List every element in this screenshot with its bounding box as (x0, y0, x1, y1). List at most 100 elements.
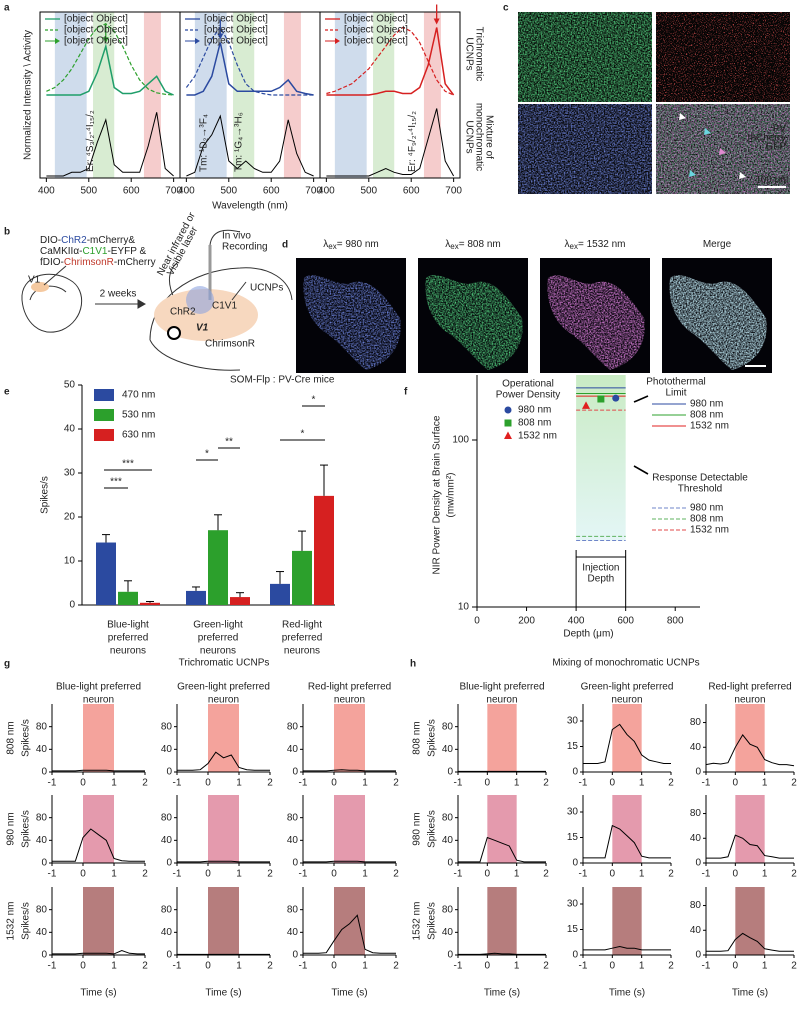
x-tick-label: 2 (393, 961, 399, 972)
panel-title: Mixing of monochromatic UCNPs (552, 658, 699, 669)
x-tick-label: 2 (668, 778, 674, 789)
psth-curve (303, 860, 396, 863)
mixture-spectrum (186, 114, 314, 177)
legend-label: 808 nm (690, 410, 723, 421)
syringe (43, 265, 67, 286)
stimulus-window (487, 795, 517, 863)
x-tick-label: 0 (610, 778, 616, 789)
y-tick-label: 80 (161, 721, 173, 732)
y-tick-label: 40 (161, 927, 173, 938)
plot-frame (319, 11, 461, 179)
x-tick-label: 1 (762, 961, 768, 972)
y-tick-label: 80 (690, 900, 702, 911)
bar (118, 591, 138, 605)
y-tick-label: 0 (166, 858, 172, 869)
legend-label: [object Object] (344, 36, 408, 47)
stimulus-window (208, 795, 239, 863)
y-tick-label: 0 (41, 858, 47, 869)
x-tick-label: 2 (668, 869, 674, 880)
psth-curve (583, 824, 671, 859)
x-tick-label: 1 (639, 778, 645, 789)
legend-label: [object Object] (64, 25, 128, 36)
x-tick-label: -1 (579, 869, 588, 880)
mixture-spectrum (326, 108, 455, 177)
legend-label: 980 nm (690, 503, 723, 514)
image-signal (669, 275, 767, 370)
slice-label: V1 (28, 275, 41, 286)
y-tick-label: 0 (695, 858, 701, 869)
band (143, 12, 161, 178)
significance-label: * (301, 429, 305, 440)
y-tick-label: 80 (36, 904, 48, 915)
micrograph-signal (518, 104, 652, 194)
x-tick-label: -1 (173, 869, 182, 880)
panel-label: a (4, 3, 10, 14)
stimulus-window (612, 887, 642, 955)
eye (167, 326, 181, 340)
legend-label: [object Object] (64, 36, 128, 47)
stimulus-window (208, 887, 239, 955)
arrowhead (719, 148, 726, 155)
y-tick-label: 40 (287, 835, 299, 846)
x-axis-label: Time (s) (331, 988, 367, 999)
bar (186, 590, 206, 605)
y-tick-label: 40 (36, 744, 48, 755)
panel-label: d (282, 240, 288, 251)
legend-title: Operational (502, 379, 554, 390)
psth-curve (705, 734, 795, 767)
legend-marker (504, 431, 512, 439)
psth-curve (52, 769, 145, 772)
micrograph-signal (518, 12, 652, 102)
psth-curve (303, 769, 396, 772)
x-tick-label: -1 (48, 869, 57, 880)
category-label: preferred (282, 633, 323, 644)
legend-swatch (94, 389, 114, 401)
channel-label: PV (773, 124, 787, 135)
x-tick-label: 0 (80, 869, 86, 880)
stimulus-window (487, 887, 517, 955)
x-tick-label: 0 (733, 778, 739, 789)
x-tick-label: 1 (111, 869, 117, 880)
scale-label: 100 μm (755, 175, 789, 186)
image-label: Merge (703, 239, 732, 250)
significance-label: ** (225, 437, 233, 448)
schematic-art (21, 229, 293, 371)
legend-label: [object Object] (344, 14, 408, 25)
category-label: Blue-light (107, 620, 149, 631)
x-tick-label: 1 (362, 961, 368, 972)
x-tick-label: 2 (142, 778, 148, 789)
action-spectrum (185, 26, 314, 96)
x-tick-label: 400 (318, 186, 335, 197)
legend-label: 808 nm (690, 514, 723, 525)
x-tick-label: -1 (299, 961, 308, 972)
x-tick-label: 400 (38, 186, 55, 197)
y-tick-label: 80 (161, 812, 173, 823)
category-label: preferred (108, 633, 149, 644)
y-tick-label: 15 (567, 924, 579, 935)
pointer (633, 395, 649, 403)
cable (209, 229, 241, 246)
y-tick-label: 0 (572, 858, 578, 869)
stimulus-window (735, 704, 765, 772)
y-tick-label: 0 (69, 600, 75, 611)
legend-marker (504, 406, 512, 414)
bar (314, 495, 334, 605)
excitation-arrowhead (433, 18, 440, 25)
legend-swatch (94, 429, 114, 441)
x-tick-label: 2 (267, 869, 273, 880)
x-tick-label: 0 (205, 869, 211, 880)
opsin-label: ChrimsonR (205, 339, 255, 350)
x-tick-label: 600 (617, 616, 634, 627)
stimulus-window (208, 704, 239, 772)
micrograph-signal (656, 104, 790, 194)
excitation-arrowhead (217, 33, 224, 40)
y-tick-label: 100 (452, 435, 469, 446)
stimulus-window (334, 704, 365, 772)
x-tick-label: 0 (205, 778, 211, 789)
transition-label: Er: ⁴S₃/₂-⁴I₁₅/₂ (85, 110, 96, 172)
psth-curve (177, 751, 270, 771)
point (582, 401, 591, 409)
label-symbol: λ (323, 239, 328, 250)
x-tick-label: -1 (579, 961, 588, 972)
bar (140, 602, 160, 605)
